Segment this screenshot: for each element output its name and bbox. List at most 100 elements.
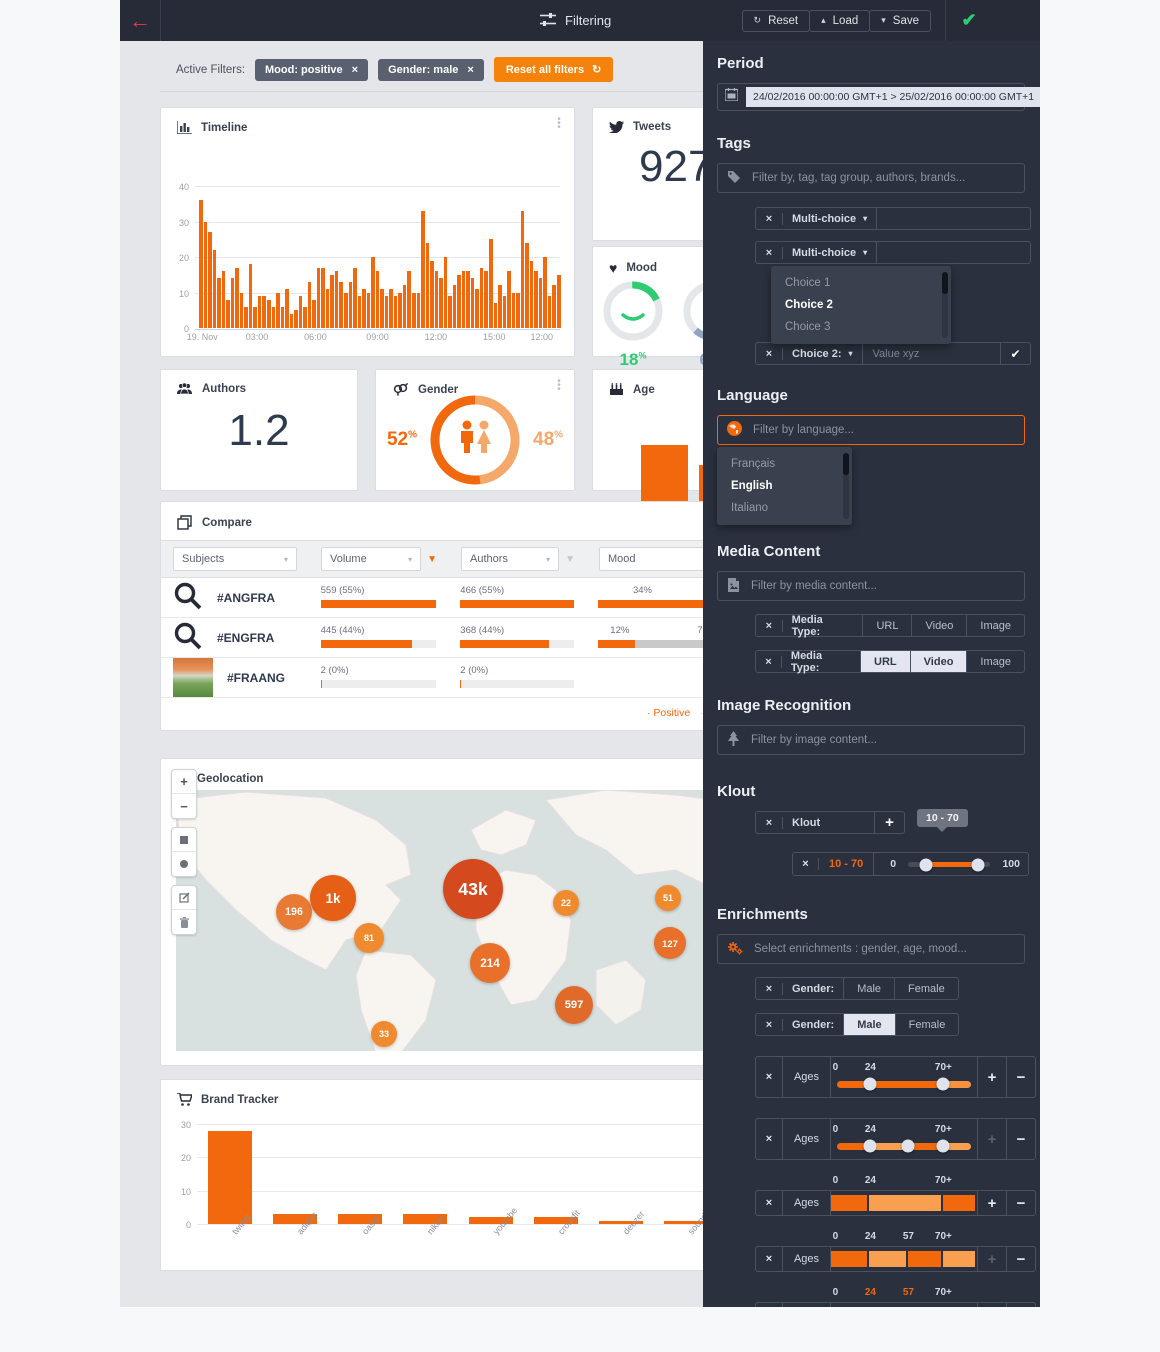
- confirm-check-button[interactable]: ✔: [1000, 343, 1030, 364]
- geo-bubble[interactable]: 22: [553, 890, 579, 916]
- ages-range-area[interactable]: 0 24 70+: [831, 1119, 977, 1159]
- dropdown-option[interactable]: English: [731, 480, 773, 492]
- column-select[interactable]: Subjects ▾: [173, 547, 297, 571]
- remove-filter-button[interactable]: ×: [756, 1119, 783, 1159]
- multichoice-dropdown[interactable]: Multi-choice ▾: [783, 242, 878, 263]
- dropdown-option[interactable]: Choice 1: [785, 277, 831, 289]
- remove-filter-button[interactable]: ×: [756, 1057, 783, 1097]
- close-icon[interactable]: ×: [351, 63, 359, 76]
- add-range-button[interactable]: +: [977, 1191, 1006, 1215]
- option-male[interactable]: Male: [844, 1014, 896, 1035]
- ages-range-area[interactable]: 0 24 57 70+: [831, 1231, 977, 1271]
- sort-desc-icon[interactable]: ▼: [427, 553, 437, 565]
- card-menu-icon[interactable]: • • •: [557, 114, 561, 133]
- reset-all-filters-button[interactable]: Reset all filters ↻: [493, 57, 614, 82]
- ages-slider-track[interactable]: [837, 1081, 971, 1088]
- add-range-button[interactable]: +: [874, 812, 904, 833]
- remove-filter-button[interactable]: ×: [756, 246, 783, 259]
- remove-filter-button[interactable]: ×: [756, 347, 783, 360]
- slider-handle[interactable]: [919, 858, 933, 871]
- period-date-input[interactable]: 24/02/2016 00:00:00 GMT+1 > 25/02/2016 0…: [717, 83, 1040, 111]
- slider-handle[interactable]: [971, 858, 985, 871]
- zoom-out-button[interactable]: −: [180, 798, 188, 814]
- remove-range-button[interactable]: −: [1006, 1303, 1035, 1307]
- remove-filter-button[interactable]: ×: [793, 858, 819, 870]
- geo-bubble[interactable]: 43k: [443, 859, 503, 919]
- remove-filter-button[interactable]: ×: [756, 212, 783, 225]
- option-female[interactable]: Female: [908, 1018, 946, 1031]
- ages-slider-track[interactable]: [837, 1143, 971, 1150]
- slider-handle[interactable]: [936, 1139, 950, 1153]
- circle-select-icon[interactable]: [172, 852, 196, 876]
- filter-chip-gender[interactable]: Gender: male ×: [378, 58, 484, 81]
- dropdown-option[interactable]: Français: [731, 458, 776, 470]
- option-male[interactable]: Male: [844, 978, 896, 999]
- slider-handle[interactable]: [901, 1139, 915, 1153]
- geo-bubble[interactable]: 196: [276, 894, 312, 930]
- rect-select-icon[interactable]: [172, 828, 196, 852]
- add-range-button[interactable]: +: [977, 1057, 1006, 1097]
- ages-range-area[interactable]: 0 24 70+: [831, 1175, 977, 1215]
- option-female[interactable]: Female: [908, 982, 945, 995]
- remove-filter-button[interactable]: ×: [756, 655, 782, 668]
- remove-filter-button[interactable]: ×: [756, 1303, 783, 1307]
- language-filter-input[interactable]: Filter by language...: [717, 415, 1025, 445]
- remove-range-button[interactable]: −: [1006, 1119, 1035, 1159]
- remove-filter-button[interactable]: ×: [756, 1018, 783, 1031]
- geo-bubble[interactable]: 597: [555, 986, 593, 1024]
- sort-icon[interactable]: ▼: [565, 553, 575, 565]
- remove-filter-button[interactable]: ×: [756, 816, 783, 829]
- choice2-value-input[interactable]: Value xyz: [872, 347, 920, 360]
- back-button[interactable]: ←: [120, 0, 161, 41]
- period-date-value[interactable]: 24/02/2016 00:00:00 GMT+1 > 25/02/2016 0…: [746, 87, 1040, 107]
- filter-chip-mood[interactable]: Mood: positive ×: [255, 58, 369, 81]
- slider-handle[interactable]: [936, 1077, 950, 1091]
- option-url[interactable]: URL: [861, 651, 911, 672]
- klout-slider[interactable]: 0 100: [890, 858, 1020, 871]
- ages-range-area[interactable]: 0 24 70+: [831, 1057, 977, 1097]
- dropdown-option[interactable]: Choice 3: [785, 321, 831, 333]
- remove-filter-button[interactable]: ×: [756, 1191, 783, 1215]
- geo-bubble[interactable]: 1k: [310, 875, 356, 921]
- multichoice-dropdown[interactable]: Multi-choice ▾: [783, 208, 878, 229]
- option-video[interactable]: Video: [912, 615, 968, 636]
- remove-range-button[interactable]: −: [1006, 1247, 1035, 1271]
- image-recognition-input[interactable]: Filter by image content...: [717, 725, 1025, 755]
- option-video[interactable]: Video: [910, 651, 968, 672]
- remove-filter-button[interactable]: ×: [756, 1247, 783, 1271]
- geo-bubble[interactable]: 81: [354, 923, 384, 953]
- load-button[interactable]: ▴ Load: [809, 9, 871, 32]
- remove-filter-button[interactable]: ×: [756, 619, 783, 632]
- remove-filter-button[interactable]: ×: [756, 982, 783, 995]
- dropdown-option[interactable]: Choice 2: [785, 299, 833, 311]
- trash-icon[interactable]: [172, 910, 196, 934]
- card-menu-icon[interactable]: • • •: [557, 376, 561, 395]
- geo-bubble[interactable]: 127: [654, 927, 686, 959]
- enrichments-input[interactable]: Select enrichments : gender, age, mood..…: [717, 934, 1025, 964]
- option-url[interactable]: URL: [863, 615, 913, 636]
- save-button[interactable]: ▾ Save: [869, 9, 931, 32]
- column-select[interactable]: Authors ▾: [461, 547, 560, 571]
- option-image[interactable]: Image: [980, 619, 1011, 632]
- remove-range-button[interactable]: −: [1006, 1057, 1035, 1097]
- choice2-dropdown[interactable]: Choice 2: ▾: [783, 343, 863, 364]
- remove-range-button[interactable]: −: [1006, 1191, 1035, 1215]
- option-image[interactable]: Image: [980, 655, 1011, 668]
- slider-handle[interactable]: [863, 1139, 877, 1153]
- reset-button[interactable]: ↻ Reset: [741, 9, 811, 32]
- media-filter-input[interactable]: Filter by media content...: [717, 571, 1025, 601]
- ages-range-area[interactable]: 0 24 57 70+: [831, 1287, 977, 1307]
- zoom-in-button[interactable]: +: [172, 770, 196, 794]
- edit-icon[interactable]: [172, 886, 196, 910]
- scrollbar[interactable]: [942, 272, 948, 338]
- geo-bubble[interactable]: 33: [371, 1021, 397, 1047]
- tags-filter-input[interactable]: Filter by, tag, tag group, authors, bran…: [717, 163, 1025, 193]
- slider-handle[interactable]: [863, 1077, 877, 1091]
- geo-bubble[interactable]: 51: [655, 885, 681, 911]
- apply-check-button[interactable]: ✔: [961, 10, 977, 30]
- geo-bubble[interactable]: 214: [470, 943, 510, 983]
- dropdown-option[interactable]: Italiano: [731, 502, 769, 514]
- ages-bar-track[interactable]: [831, 1195, 977, 1211]
- ages-bar-track[interactable]: [831, 1251, 977, 1267]
- scrollbar[interactable]: [843, 453, 849, 519]
